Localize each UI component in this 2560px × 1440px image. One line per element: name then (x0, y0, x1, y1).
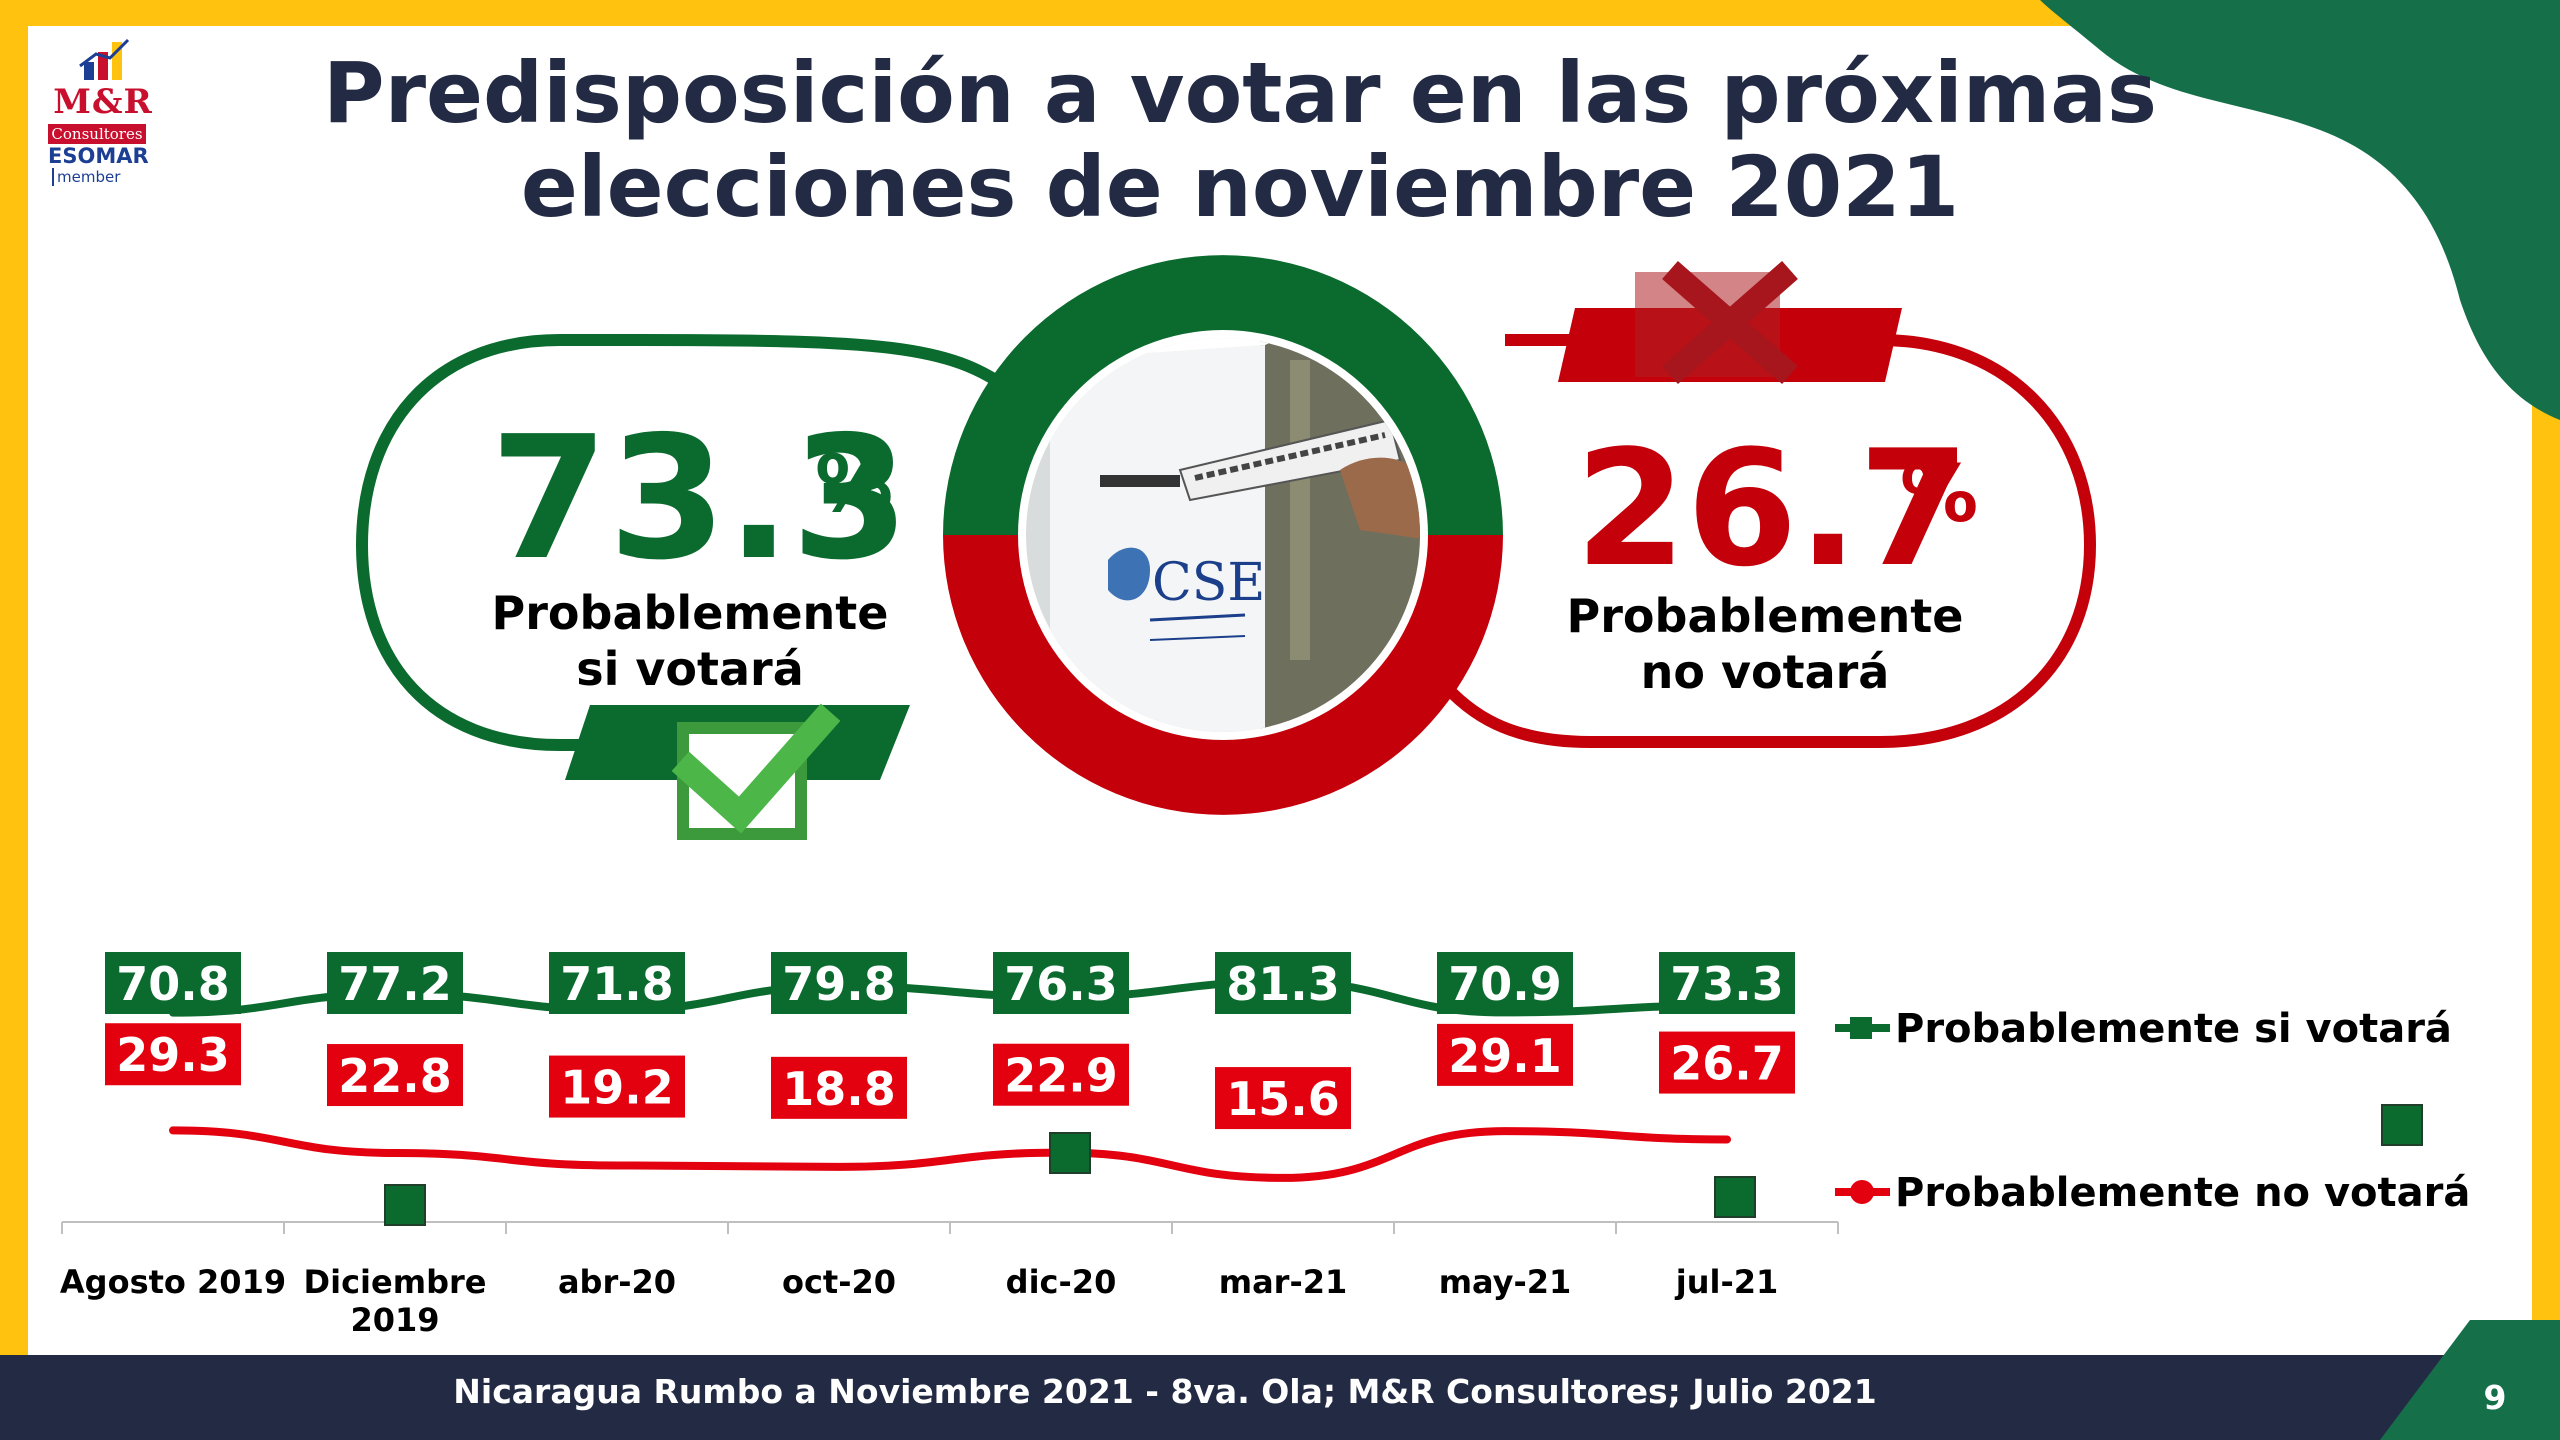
data-label-box (105, 952, 241, 1014)
footer-source: Nicaragua Rumbo a Noviembre 2021 - 8va. … (453, 1372, 1877, 1411)
data-label-box (327, 1044, 463, 1107)
marker-square (1714, 1176, 1756, 1218)
data-label-box (1659, 952, 1795, 1014)
data-label-box (771, 1056, 907, 1119)
data-label: 79.8 (782, 957, 896, 1011)
ballot-photo: CSE (1026, 338, 1420, 732)
kpi-yes-unit: % (815, 440, 894, 530)
legend-marker (1850, 1180, 1874, 1204)
data-label: 22.9 (1004, 1049, 1118, 1103)
x-tick-label: abr-20 (558, 1263, 676, 1301)
mr-logo: M&R Consultores ESOMAR member (48, 36, 158, 186)
x-tick-label: mar-21 (1219, 1263, 1348, 1301)
x-tick-label: jul-21 (1674, 1263, 1779, 1301)
corner-decoration (2040, 0, 2560, 420)
cse-sign: CSE (1152, 553, 1265, 613)
data-label: 73.3 (1670, 957, 1784, 1011)
footer-corner (2380, 1320, 2560, 1440)
data-label-box (1215, 952, 1351, 1014)
kpi-graphic: CSE (355, 255, 2097, 840)
logo-brand: M&R (53, 82, 153, 122)
kpi-no-label: Probablemente no votará (1566, 589, 1964, 699)
x-icon (1635, 260, 1798, 385)
data-label: 18.8 (782, 1062, 896, 1116)
kpi-yes-value: 73.3 (490, 400, 910, 598)
x-tick-label: may-21 (1439, 1263, 1572, 1301)
x-tick-label: oct-20 (782, 1263, 896, 1301)
data-label: 77.2 (338, 957, 452, 1011)
data-label: 81.3 (1226, 957, 1340, 1011)
data-label-box (771, 952, 907, 1014)
data-label: 29.1 (1448, 1029, 1562, 1083)
data-label-box (1437, 1023, 1573, 1086)
series-line-2 (169, 1126, 1731, 1182)
data-label-box (105, 1023, 241, 1086)
data-label: 71.8 (560, 957, 674, 1011)
page-title: Predisposición a votar en las próximas e… (323, 44, 2157, 236)
data-label-box (993, 952, 1129, 1014)
data-label: 70.9 (1448, 957, 1562, 1011)
check-icon (671, 703, 841, 840)
marker-square (384, 1184, 426, 1226)
legend-label: Probablemente no votará (1895, 1170, 2470, 1216)
marker-square (1049, 1132, 1091, 1174)
data-label: 26.7 (1670, 1037, 1784, 1091)
logo-esomar: ESOMAR (48, 144, 149, 168)
legend-label: Probablemente si votará (1895, 1006, 2452, 1052)
data-label: 15.6 (1226, 1072, 1340, 1126)
yes-outline (355, 334, 1014, 751)
legend-marker (1850, 1017, 1872, 1039)
data-label: 22.8 (338, 1049, 452, 1103)
kpi-no-value: 26.7 (1575, 415, 1970, 602)
marker-square (2381, 1104, 2423, 1146)
data-label-box (993, 1043, 1129, 1106)
data-label-box (549, 1055, 685, 1118)
data-label: 29.3 (116, 1028, 230, 1082)
kpi-yes-label: Probablemente si votará (491, 586, 889, 696)
data-label: 70.8 (116, 957, 230, 1011)
data-label: 19.2 (560, 1061, 674, 1115)
x-tick-label: Agosto 2019 (60, 1263, 286, 1301)
page-number: 9 (2483, 1378, 2507, 1417)
logo-chart-icon (79, 38, 130, 80)
data-label-box (1659, 1031, 1795, 1094)
logo-subtitle: Consultores (48, 124, 146, 144)
no-outline (1435, 334, 2097, 748)
data-label-box (1437, 952, 1573, 1014)
kpi-no-unit: % (1900, 450, 1979, 540)
x-tick-label: dic-20 (1006, 1263, 1117, 1301)
frame-left (0, 0, 28, 1440)
data-label-box (327, 952, 463, 1014)
x-tick-label: Diciembre 2019 (304, 1263, 487, 1339)
logo-member: member (52, 168, 120, 186)
data-label-box (549, 952, 685, 1014)
data-label: 76.3 (1004, 957, 1118, 1011)
data-label-box (1215, 1067, 1351, 1130)
footer-bar (0, 1355, 2560, 1440)
